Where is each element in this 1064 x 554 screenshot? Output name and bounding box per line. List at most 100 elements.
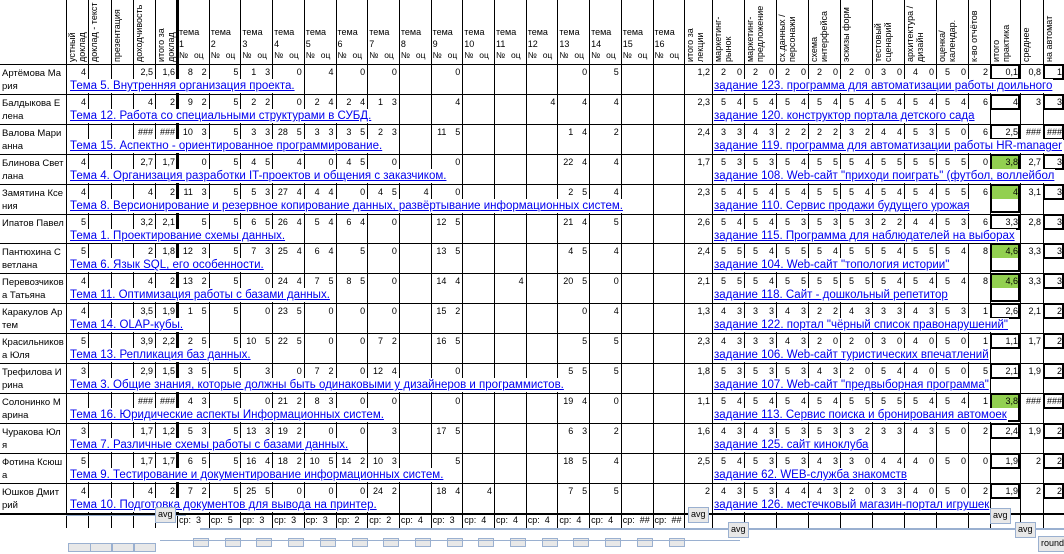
- topic-link[interactable]: Тема 14. OLAP-кубы.: [70, 318, 185, 332]
- theme-score-cell[interactable]: 5: [455, 217, 461, 227]
- reports-cell[interactable]: 6: [982, 217, 988, 227]
- theme-score-cell[interactable]: 4: [265, 456, 271, 466]
- practice-cell[interactable]: 3: [880, 426, 886, 436]
- practice-cell[interactable]: 2: [880, 217, 886, 227]
- theme-score-cell[interactable]: [637, 334, 653, 348]
- theme-score-cell[interactable]: [415, 274, 431, 288]
- practice-cell[interactable]: 2: [848, 366, 854, 376]
- practice-total-cell[interactable]: 4: [990, 185, 1020, 199]
- theme-score-cell[interactable]: 5: [233, 456, 239, 466]
- practice-cell[interactable]: 0: [832, 67, 838, 77]
- practice-cell[interactable]: 4: [912, 306, 918, 316]
- theme-score-cell[interactable]: 5: [582, 456, 588, 466]
- practice-cell[interactable]: 4: [832, 97, 838, 107]
- practice-cell[interactable]: 4: [784, 306, 790, 316]
- practice-cell[interactable]: 5: [832, 157, 838, 167]
- theme-score-cell[interactable]: 5: [455, 456, 461, 466]
- practice-cell[interactable]: 5: [784, 97, 790, 107]
- practice-cell[interactable]: 0: [896, 67, 902, 77]
- lectures-total-cell[interactable]: 1,7: [697, 157, 710, 167]
- theme-score-cell[interactable]: 2: [613, 426, 619, 436]
- theme-no-cell[interactable]: 6: [251, 217, 257, 227]
- theme-score-cell[interactable]: 5: [455, 127, 461, 137]
- theme-score-cell[interactable]: 5: [582, 187, 588, 197]
- practice-cell[interactable]: 3: [720, 127, 726, 137]
- theme-no-cell[interactable]: 14: [341, 456, 352, 466]
- practice-cell[interactable]: 5: [880, 157, 886, 167]
- theme-score-cell[interactable]: 4: [613, 157, 619, 167]
- reports-cell[interactable]: 2: [982, 67, 988, 77]
- theme-score-cell[interactable]: 0: [296, 67, 302, 77]
- practice-cell[interactable]: 2: [784, 67, 790, 77]
- theme-score-cell[interactable]: 0: [582, 67, 588, 77]
- theme-no-cell[interactable]: 4: [187, 396, 193, 406]
- theme-score-cell[interactable]: 3: [265, 366, 271, 376]
- task-link[interactable]: задание 62. WEB-служба знакомств: [714, 468, 909, 482]
- theme-score-cell[interactable]: [637, 274, 653, 288]
- theme-score-cell[interactable]: [510, 334, 526, 348]
- practice-cell[interactable]: 2: [864, 127, 870, 137]
- practice-cell[interactable]: 3: [832, 426, 838, 436]
- task-link[interactable]: задание 113. Сервис поиска и бронировани…: [714, 408, 1008, 422]
- practice-cell[interactable]: 5: [720, 246, 726, 256]
- practice-cell[interactable]: 0: [768, 67, 774, 77]
- average-cell[interactable]: 1,9: [1028, 366, 1041, 376]
- practice-cell[interactable]: 5: [816, 187, 822, 197]
- practice-cell[interactable]: 5: [720, 187, 726, 197]
- average-cell[interactable]: 3: [1035, 97, 1041, 107]
- practice-cell[interactable]: 5: [832, 187, 838, 197]
- theme-score-cell[interactable]: [668, 215, 684, 229]
- reports-cell[interactable]: 6: [982, 97, 988, 107]
- doklad-cell[interactable]: [88, 334, 110, 348]
- theme-no-cell[interactable]: 2: [346, 97, 352, 107]
- practice-cell[interactable]: 4: [928, 396, 934, 406]
- average-cell[interactable]: ###: [1025, 396, 1041, 406]
- theme-score-cell[interactable]: 5: [201, 366, 207, 376]
- practice-cell[interactable]: 2: [784, 127, 790, 137]
- lectures-total-cell[interactable]: 2,3: [697, 97, 710, 107]
- practice-cell[interactable]: 5: [944, 426, 950, 436]
- average-cell[interactable]: 1,9: [1028, 426, 1041, 436]
- theme-score-cell[interactable]: [510, 95, 526, 109]
- theme-score-cell[interactable]: 4: [613, 187, 619, 197]
- theme-no-cell[interactable]: 5: [187, 426, 193, 436]
- practice-cell[interactable]: 4: [912, 456, 918, 466]
- theme-score-cell[interactable]: [415, 334, 431, 348]
- practice-cell[interactable]: 0: [896, 336, 902, 346]
- theme-score-cell[interactable]: 5: [233, 366, 239, 376]
- task-link[interactable]: задание 115. Программа для наблюдателей …: [714, 229, 1016, 243]
- practice-cell[interactable]: 4: [720, 486, 726, 496]
- practice-cell[interactable]: 4: [800, 157, 806, 167]
- doklad-cell[interactable]: 4: [147, 97, 153, 107]
- practice-cell[interactable]: 3: [832, 456, 838, 466]
- theme-score-cell[interactable]: 5: [360, 127, 366, 137]
- auto-cell[interactable]: 2: [1056, 306, 1062, 316]
- practice-cell[interactable]: 5: [928, 157, 934, 167]
- auto-cell[interactable]: 3: [1056, 157, 1062, 167]
- practice-cell[interactable]: 3: [736, 486, 742, 496]
- practice-cell[interactable]: 0: [864, 456, 870, 466]
- theme-score-cell[interactable]: [415, 244, 431, 258]
- practice-cell[interactable]: 4: [768, 217, 774, 227]
- average-cell[interactable]: 1,7: [1028, 336, 1041, 346]
- task-link[interactable]: задание 122. портал "чёрный список право…: [714, 318, 1009, 332]
- practice-cell[interactable]: 4: [784, 336, 790, 346]
- doklad-cell[interactable]: 4: [80, 157, 86, 167]
- auto-cell[interactable]: 3: [1056, 97, 1062, 107]
- theme-no-cell[interactable]: 1: [187, 306, 193, 316]
- task-link[interactable]: задание 104. Web-сайт "топология истории…: [714, 258, 951, 272]
- practice-cell[interactable]: 4: [864, 157, 870, 167]
- theme-score-cell[interactable]: 4: [455, 276, 461, 286]
- theme-no-cell[interactable]: 5: [251, 187, 257, 197]
- topic-link[interactable]: Тема 12. Работа со специальными структур…: [70, 109, 373, 123]
- doklad-cell[interactable]: [111, 334, 133, 348]
- theme-score-cell[interactable]: 0: [296, 486, 302, 496]
- doklad-cell[interactable]: [88, 215, 110, 229]
- theme-score-cell[interactable]: 0: [201, 157, 207, 167]
- theme-score-cell[interactable]: 4: [518, 276, 524, 286]
- topic-link[interactable]: Тема 4. Организация разработки IT-проект…: [70, 169, 448, 183]
- theme-score-cell[interactable]: 5: [613, 336, 619, 346]
- theme-score-cell[interactable]: [478, 274, 494, 288]
- task-link[interactable]: задание 108. Web-сайт "приходи поиграть"…: [714, 169, 1056, 183]
- theme-score-cell[interactable]: [637, 125, 653, 139]
